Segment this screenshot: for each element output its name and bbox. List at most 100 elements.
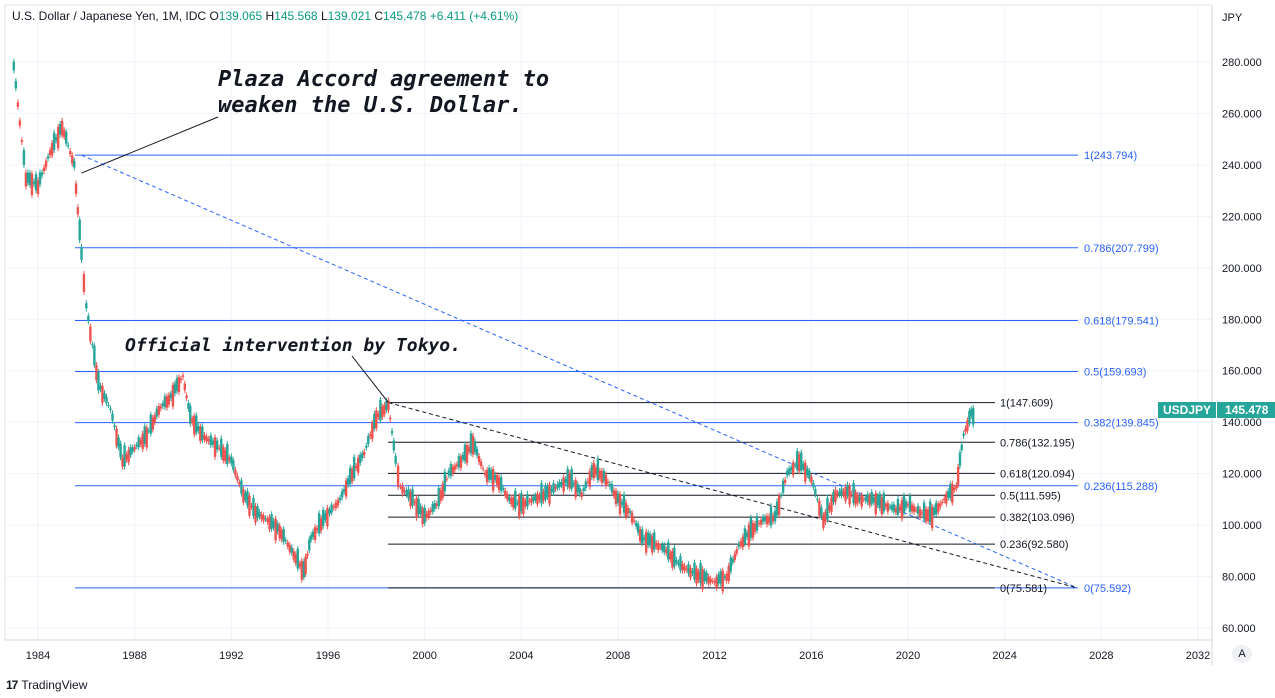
candle-body — [324, 512, 327, 521]
candle-body — [932, 507, 936, 515]
candle-body — [107, 404, 110, 406]
change-value: +6.411 (+4.61%) — [429, 9, 519, 23]
candle-body — [443, 471, 447, 492]
badge-symbol: USDJPY — [1158, 402, 1217, 418]
candle-body — [711, 580, 714, 582]
candle-body — [902, 495, 906, 513]
candle-body — [377, 413, 380, 417]
candle-body — [677, 562, 680, 565]
candle-body — [373, 413, 376, 429]
candle-body — [647, 532, 650, 546]
candle-body — [34, 174, 38, 191]
candle-body — [371, 423, 374, 439]
candle-body — [145, 427, 148, 448]
candle-body — [794, 464, 797, 466]
candle-body — [117, 437, 120, 448]
candle-body — [822, 515, 825, 528]
candle-body — [882, 493, 886, 512]
candle-body — [691, 571, 694, 573]
candle-body — [884, 504, 888, 507]
candle-body — [886, 502, 890, 512]
candle-body — [254, 506, 257, 523]
candle-body — [520, 493, 523, 512]
candle-body — [753, 523, 757, 532]
candle-body — [584, 481, 587, 489]
candle-body — [238, 482, 241, 485]
candle-body — [781, 480, 785, 493]
candle-body — [723, 576, 726, 578]
candle-body — [401, 485, 404, 494]
y-tick-label: 120.000 — [1222, 469, 1262, 481]
high-value: 145.568 — [274, 9, 318, 23]
candle-body — [189, 405, 192, 424]
candle-body — [743, 528, 747, 544]
candle-body — [542, 491, 545, 501]
candle-body — [777, 495, 781, 515]
candle-body — [713, 581, 716, 583]
candle-body — [159, 406, 163, 409]
auto-scale-button[interactable]: A — [1232, 645, 1252, 663]
candle-body — [900, 500, 904, 519]
candle-body — [836, 492, 839, 496]
y-tick-label: 60.000 — [1222, 623, 1256, 635]
trendline — [81, 154, 1078, 589]
candle-body — [209, 435, 212, 446]
candle-body — [447, 470, 451, 476]
candle-body — [876, 496, 879, 506]
candle-body — [800, 452, 803, 471]
candle-body — [614, 490, 618, 505]
candle-body — [630, 512, 634, 523]
candle-body — [661, 544, 664, 551]
candle-body — [433, 503, 436, 509]
candle-body — [538, 495, 541, 500]
candle-body — [389, 417, 392, 420]
open-value: 139.065 — [218, 9, 263, 23]
candle-body — [741, 536, 745, 548]
candle-body — [655, 543, 658, 547]
candle-body — [30, 173, 34, 195]
candle-body — [524, 501, 527, 506]
candle-body — [300, 560, 304, 580]
candle-body — [461, 455, 465, 460]
candle-body — [191, 418, 194, 423]
candle-body — [296, 548, 299, 569]
candle-body — [262, 515, 265, 521]
candle-body — [510, 497, 513, 504]
candle-body — [592, 462, 596, 479]
candle-body — [914, 509, 918, 511]
candle-body — [449, 464, 453, 476]
candle-body — [363, 451, 366, 456]
candle-body — [429, 510, 432, 513]
candle-body — [64, 131, 68, 144]
candle-body — [906, 504, 910, 506]
candle-body — [211, 440, 215, 445]
candle-body — [546, 486, 549, 497]
candle-body — [28, 172, 32, 185]
candle-body — [375, 410, 378, 429]
candle-body — [82, 273, 86, 292]
candle-body — [850, 493, 853, 495]
candle-body — [409, 491, 412, 507]
fib-level-label: 1(243.794) — [1084, 150, 1137, 162]
candle-body — [604, 474, 608, 486]
candle-body — [918, 509, 922, 518]
candle-body — [812, 482, 815, 488]
candle-body — [260, 514, 263, 520]
candle-body — [649, 534, 652, 546]
candle-body — [926, 509, 930, 522]
candle-body — [733, 553, 737, 560]
candle-body — [685, 568, 688, 570]
candle-body — [528, 500, 531, 502]
candle-body — [157, 406, 161, 415]
candle-body — [729, 557, 732, 572]
candle-body — [423, 507, 426, 524]
candle-body — [119, 443, 122, 458]
candle-body — [74, 183, 78, 194]
candle-body — [80, 246, 83, 260]
candle-body — [638, 529, 642, 542]
candle-body — [270, 514, 273, 529]
candle-body — [22, 150, 26, 165]
candle-body — [346, 478, 350, 485]
candle-body — [846, 484, 849, 496]
